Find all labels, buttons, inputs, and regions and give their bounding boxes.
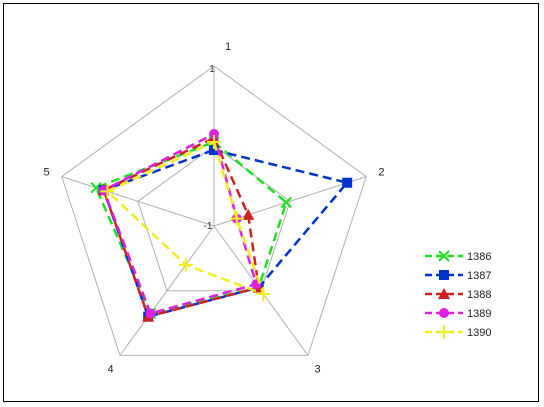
legend-marker-1389 — [439, 308, 449, 318]
axis-label-4: 4 — [107, 363, 113, 375]
axis-label-3: 3 — [314, 363, 320, 375]
data-point-1390-5 — [100, 184, 115, 199]
legend-label-1390: 1390 — [467, 327, 491, 339]
data-point-1388-2 — [242, 208, 255, 220]
series-line-1387 — [102, 148, 350, 319]
radial-tick-min: -1 — [204, 221, 213, 232]
series-lines — [90, 129, 353, 322]
legend-marker-1390 — [437, 325, 451, 339]
data-point-1387-1 — [209, 145, 219, 155]
axis-labels: -1 11 2 3 4 5 — [44, 41, 385, 375]
axis-label-1: 1 — [225, 41, 231, 53]
series-line-1386 — [94, 140, 288, 315]
data-point-1389-4 — [145, 308, 156, 319]
data-point-1389-1 — [209, 129, 219, 139]
legend-label-1389: 1389 — [467, 308, 491, 320]
axis-label-2: 2 — [378, 167, 384, 179]
data-point-1390-4 — [178, 257, 193, 272]
legend-item-1388: 1388 — [425, 288, 491, 301]
legend-label-1387: 1387 — [467, 270, 491, 282]
chart-frame — [3, 3, 539, 402]
legend-item-1386: 1386 — [425, 250, 491, 263]
legend-item-1387: 1387 — [425, 270, 491, 282]
data-point-1390-3 — [256, 286, 271, 301]
data-point-1390-1 — [207, 135, 221, 149]
legend-marker-1388 — [438, 288, 450, 299]
legend-item-1390: 1390 — [425, 325, 491, 339]
grid-ring-0 — [61, 65, 367, 356]
series-1387 — [98, 145, 353, 322]
axis-spoke-4 — [119, 225, 215, 356]
radar-grid — [61, 65, 367, 356]
series-line-1389 — [102, 132, 258, 315]
series-line-1390 — [105, 140, 266, 297]
data-point-1389-5 — [98, 185, 109, 196]
legend-marker-1387 — [439, 270, 449, 280]
legend-label-1388: 1388 — [467, 289, 491, 301]
series-line-1388 — [102, 136, 261, 319]
series-1390 — [100, 135, 271, 301]
legend-label-1386: 1386 — [467, 251, 491, 263]
data-point-1386-2 — [280, 196, 292, 209]
radial-tick-max: 1 — [209, 64, 215, 75]
legend: 1386 1387 1388 1389 1390 — [425, 250, 491, 339]
data-point-1387-2 — [342, 177, 353, 188]
legend-marker-1386 — [438, 250, 450, 262]
legend-item-1389: 1389 — [425, 308, 491, 320]
grid-ring-1 — [137, 145, 291, 292]
axis-spoke-5 — [61, 176, 215, 227]
data-point-1390-2 — [229, 211, 244, 226]
axis-label-5: 5 — [44, 167, 50, 179]
